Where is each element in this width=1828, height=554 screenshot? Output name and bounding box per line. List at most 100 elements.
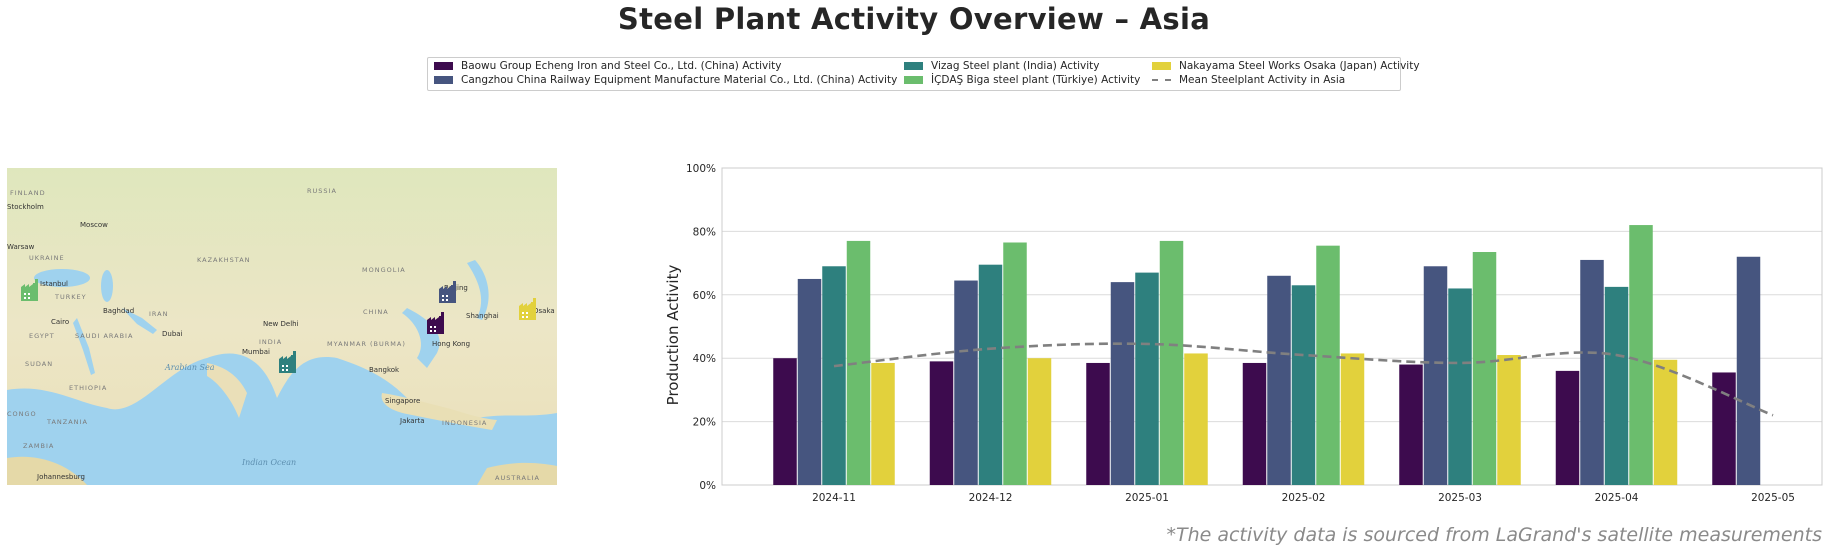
bar <box>1653 359 1678 485</box>
source-note: *The activity data is sourced from LaGra… <box>1166 524 1822 546</box>
bar <box>1472 252 1497 485</box>
y-tick-label: 80% <box>693 226 716 238</box>
map-country-label: AUSTRALIA <box>495 474 540 482</box>
bar <box>1497 355 1521 485</box>
map-country-label: INDIA <box>259 338 282 346</box>
bar <box>1399 364 1423 485</box>
factory-icon-shape <box>279 351 296 373</box>
legend-item: Baowu Group Echeng Iron and Steel Co., L… <box>434 59 781 73</box>
bar <box>1604 286 1629 485</box>
caspian-sea <box>101 270 113 302</box>
legend-label: Cangzhou China Railway Equipment Manufac… <box>461 74 898 86</box>
factory-icon <box>279 351 296 373</box>
map-city-label: Cairo <box>51 318 69 326</box>
chart-legend: Baowu Group Echeng Iron and Steel Co., L… <box>427 57 1420 91</box>
bars <box>773 225 1761 485</box>
legend-label: Mean Steelplant Activity in Asia <box>1179 74 1346 86</box>
map-city-label: Hong Kong <box>432 340 470 348</box>
x-axis-ticks: 2024-11 2024-12 2025-01 2025-02 2025-03 2025-… <box>812 492 1795 504</box>
map-city-label: Jakarta <box>399 417 425 425</box>
indonesia-islands <box>381 393 497 430</box>
factory-icon <box>519 298 536 320</box>
legend-item: Vizag Steel plant (India) Activity <box>904 59 1099 73</box>
bar <box>1003 242 1027 485</box>
legend-item: Mean Steelplant Activity in Asia <box>1152 73 1345 87</box>
legend-label: Baowu Group Echeng Iron and Steel Co., L… <box>461 60 782 72</box>
map-country-label: UKRAINE <box>29 254 65 262</box>
mean-line-layer <box>833 342 1774 417</box>
activity-bar-chart: 0% 20% 40% 60% 80% 100% 2024-11 2024-12 2025-01… <box>664 163 1823 504</box>
black-sea <box>34 269 90 287</box>
map-city-label: Moscow <box>80 221 108 229</box>
legend-swatch <box>434 62 453 70</box>
mean-activity-line <box>833 342 1774 417</box>
map-country-label: MYANMAR (BURMA) <box>327 340 406 348</box>
x-tick-label: 2025-01 <box>1125 492 1169 504</box>
bar <box>1267 275 1291 485</box>
x-tick-label: 2025-02 <box>1282 492 1326 504</box>
map-country-label: ETHIOPIA <box>69 384 107 392</box>
map-city-label: Istanbul <box>40 280 68 288</box>
map-city-label: Shanghai <box>466 312 499 320</box>
red-sea <box>73 318 95 375</box>
bar <box>1712 372 1736 485</box>
map-city-label: Johannesburg <box>36 473 85 481</box>
legend-item: Cangzhou China Railway Equipment Manufac… <box>434 73 897 87</box>
x-tick-label: 2024-12 <box>969 492 1013 504</box>
bar <box>1027 358 1052 485</box>
bar <box>1184 353 1208 485</box>
bar <box>1340 353 1365 485</box>
bar <box>1629 225 1653 485</box>
factory-icon-shape <box>519 298 536 320</box>
bar <box>1448 288 1472 485</box>
africa-south <box>7 456 87 485</box>
bar <box>871 362 895 485</box>
bar <box>773 358 797 485</box>
legend-item: İÇDAŞ Biga steel plant (Türkiye) Activit… <box>904 73 1140 87</box>
map-country-label: CONGO <box>7 410 37 418</box>
map-city-label: Dubai <box>162 330 183 338</box>
legend-swatch <box>904 76 923 84</box>
factory-icon <box>21 279 38 301</box>
y-tick-label: 40% <box>693 353 716 365</box>
map-country-label: EGYPT <box>29 332 55 340</box>
map-city-label: Baghdad <box>103 307 134 315</box>
map-sea-label: Indian Ocean <box>241 458 296 467</box>
legend-swatch <box>904 62 923 70</box>
map-city-label: Bangkok <box>369 366 400 374</box>
legend-item: Nakayama Steel Works Osaka (Japan) Activ… <box>1152 59 1420 73</box>
bar <box>797 278 822 485</box>
factory-icon-shape <box>439 281 456 303</box>
bar <box>1423 266 1448 485</box>
factory-icon-shape <box>21 279 38 301</box>
legend-swatch <box>434 76 453 84</box>
bar <box>1736 256 1761 485</box>
map-country-label: SUDAN <box>25 360 53 368</box>
bar <box>954 280 978 485</box>
y-tick-label: 60% <box>693 290 716 302</box>
bar <box>1159 240 1184 485</box>
map-city-label: Mumbai <box>242 348 270 356</box>
bar <box>1086 362 1110 485</box>
factory-icon-shape <box>427 312 444 334</box>
x-tick-label: 2025-05 <box>1751 492 1795 504</box>
map-country-label: KAZAKHSTAN <box>197 256 251 264</box>
map-country-label: TURKEY <box>54 293 87 301</box>
australia-north <box>477 462 557 485</box>
map-city-label: Warsaw <box>7 243 35 251</box>
legend-label: Nakayama Steel Works Osaka (Japan) Activ… <box>1179 60 1420 72</box>
map-country-label: CHINA <box>363 308 389 316</box>
map-country-label: RUSSIA <box>307 187 337 195</box>
x-tick-label: 2025-03 <box>1438 492 1482 504</box>
map-city-label: Osaka <box>533 307 555 315</box>
bar <box>846 240 871 485</box>
bar <box>822 266 846 485</box>
bar <box>1135 272 1159 485</box>
bar <box>1555 370 1580 485</box>
y-tick-label: 20% <box>693 417 716 429</box>
map-country-label: INDONESIA <box>442 419 487 427</box>
india-peninsula <box>207 363 247 418</box>
y-tick-label: 0% <box>699 480 716 492</box>
bar <box>978 264 1003 485</box>
y-axis-label: Production Activity <box>664 265 682 406</box>
